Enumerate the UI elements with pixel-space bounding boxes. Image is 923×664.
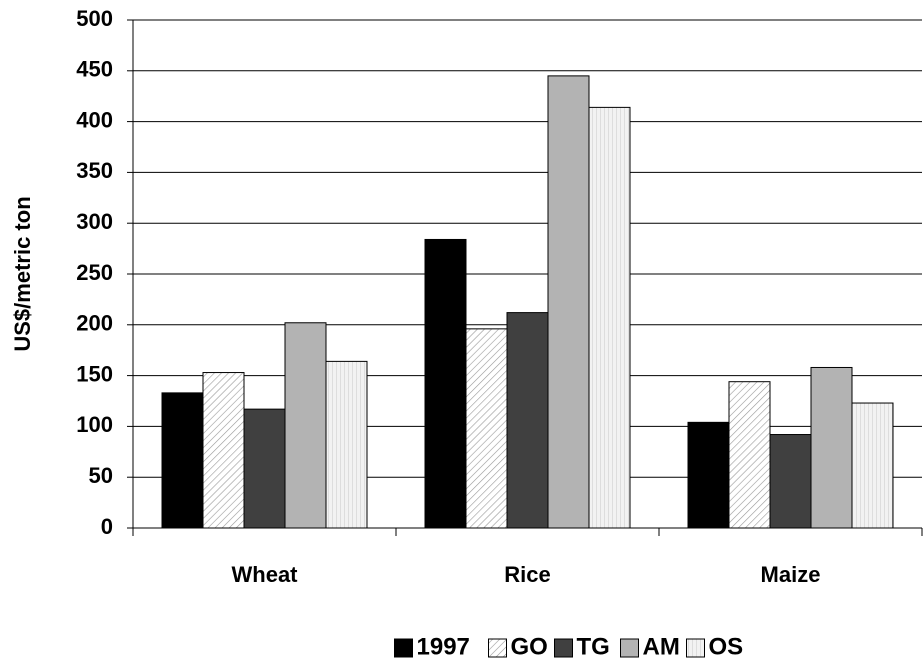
bar — [161, 392, 204, 529]
bar — [284, 322, 327, 529]
x-tick-label: Wheat — [232, 562, 299, 587]
y-tick-label: 200 — [76, 311, 113, 336]
bar — [588, 106, 631, 529]
legend-label: OS — [709, 633, 744, 660]
legend-swatch — [554, 638, 573, 658]
y-tick-label: 400 — [76, 107, 113, 132]
bar — [851, 402, 894, 529]
y-tick-label: 250 — [76, 260, 113, 285]
y-tick-label: 350 — [76, 158, 113, 183]
legend-label: AM — [643, 633, 680, 660]
bar — [243, 408, 286, 529]
legend-label: GO — [511, 633, 548, 660]
legend-swatch — [686, 638, 705, 658]
bar — [506, 312, 549, 529]
legend-label: TG — [577, 633, 610, 660]
y-tick-label: 50 — [89, 463, 113, 488]
x-tick-label: Rice — [504, 562, 550, 587]
bar — [424, 238, 467, 529]
y-tick-label: 500 — [76, 6, 113, 31]
bar — [202, 372, 245, 529]
bar — [687, 421, 730, 529]
legend-swatch — [488, 638, 507, 658]
legend-label: 1997 — [417, 633, 470, 660]
y-tick-label: 300 — [76, 209, 113, 234]
y-axis-title: US$/metric ton — [10, 196, 35, 351]
bar — [465, 328, 508, 529]
legend-swatch — [620, 638, 639, 658]
bar — [547, 75, 590, 529]
bar — [728, 381, 771, 529]
x-tick-label: Maize — [761, 562, 821, 587]
y-tick-label: 0 — [101, 514, 113, 539]
y-tick-label: 150 — [76, 361, 113, 386]
bar — [325, 360, 368, 529]
bar — [810, 366, 853, 529]
bar — [769, 434, 812, 529]
legend-swatch — [394, 638, 413, 658]
y-tick-label: 450 — [76, 57, 113, 82]
y-tick-label: 100 — [76, 412, 113, 437]
